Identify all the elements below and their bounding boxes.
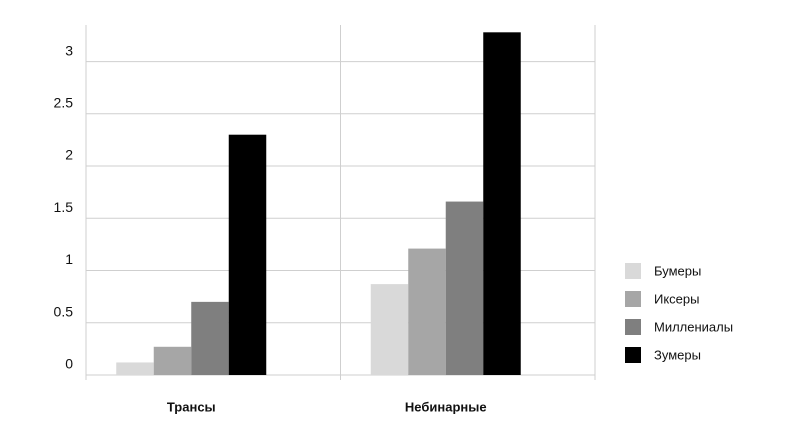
legend-label: Зумеры [654,347,701,362]
legend-swatch [625,291,641,307]
bar [370,284,409,375]
legend-label: Иксеры [654,291,699,306]
bar [116,362,154,375]
bar [153,346,192,375]
x-tick-label: Трансы [167,399,216,414]
bar [191,301,229,375]
bar [445,201,484,375]
y-tick-label: 2 [65,147,73,163]
legend-label: Миллениалы [654,319,733,334]
bar [408,248,446,375]
y-tick-label: 1.5 [54,199,74,215]
y-tick-label: 3 [65,42,73,58]
y-tick-label: 0 [65,356,73,372]
legend-label: Бумеры [654,263,701,278]
y-tick-label: 1 [65,251,73,267]
legend-swatch [625,319,641,335]
y-tick-label: 2.5 [54,95,74,111]
x-tick-label: Небинарные [405,399,487,414]
bar [228,134,267,375]
legend-swatch [625,347,641,363]
legend-swatch [625,263,641,279]
bar [483,32,521,375]
y-tick-label: 0.5 [54,303,74,319]
